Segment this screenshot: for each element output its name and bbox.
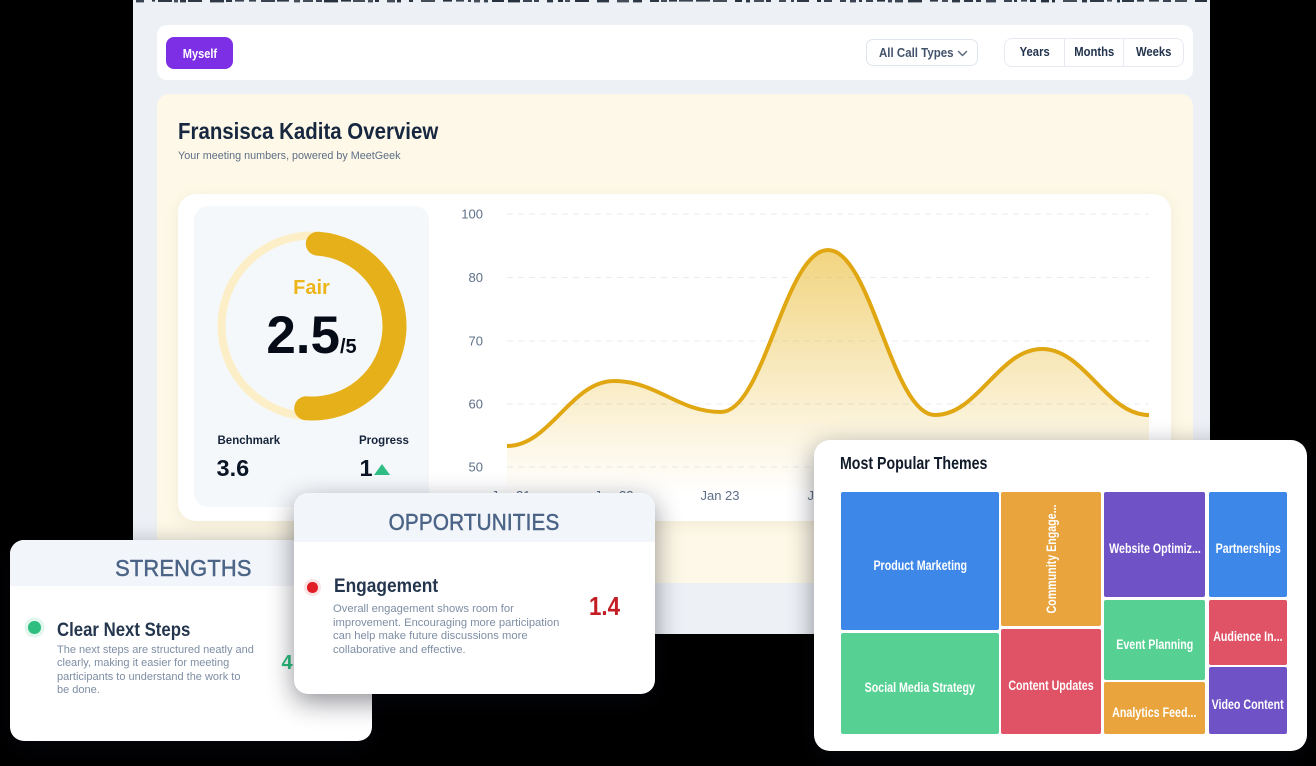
svg-text:100: 100 <box>461 207 483 222</box>
svg-text:60: 60 <box>469 397 483 412</box>
svg-text:70: 70 <box>469 334 483 349</box>
svg-text:80: 80 <box>469 270 483 285</box>
svg-text:50: 50 <box>469 460 483 475</box>
